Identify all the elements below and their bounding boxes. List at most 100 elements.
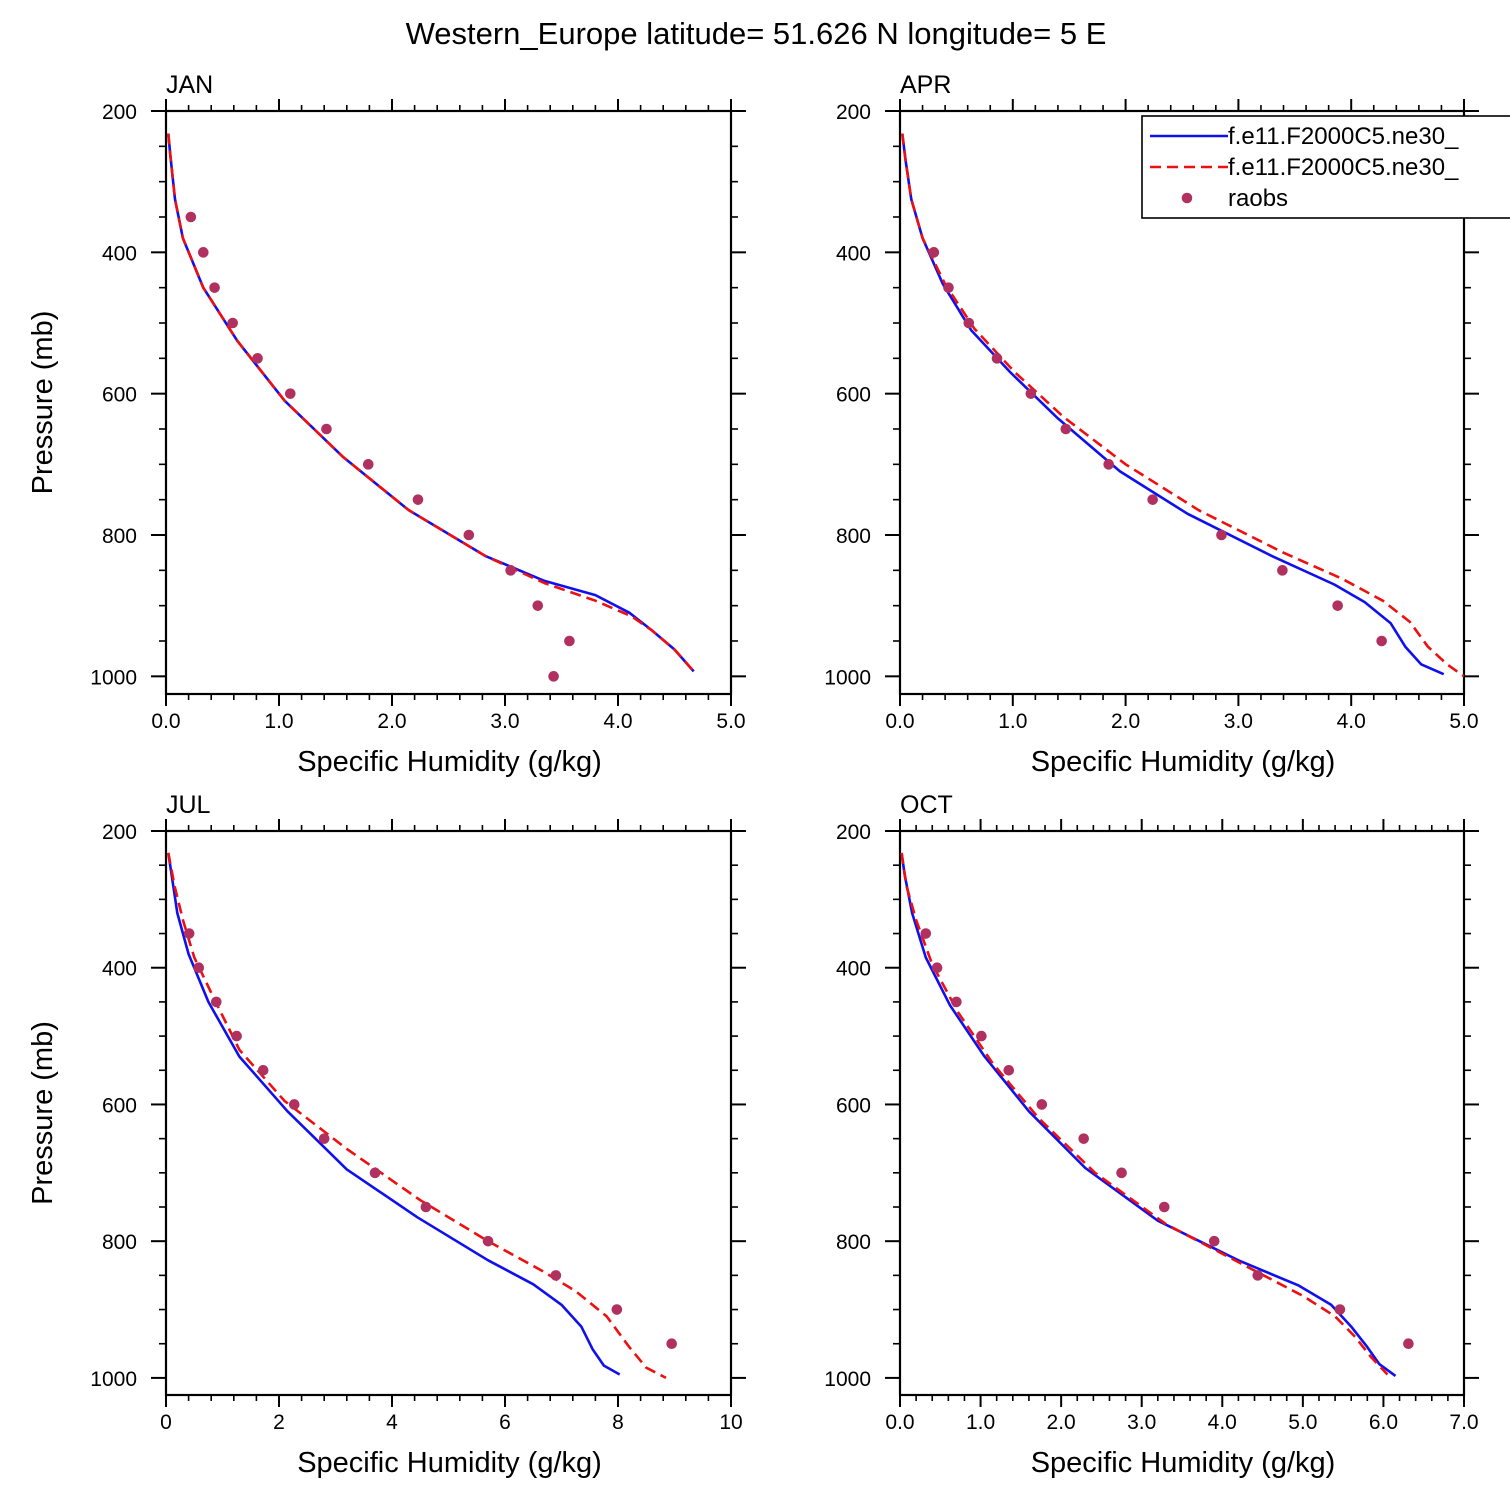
y-tick-label: 800 (102, 525, 137, 548)
obs-point (1025, 388, 1037, 399)
y-tick-label: 400 (102, 242, 137, 265)
obs-point (209, 282, 220, 293)
plot-frame (898, 109, 1466, 696)
obs-point (318, 1133, 330, 1144)
series-line-2 (167, 133, 695, 673)
x-tick-label: 3.0 (1224, 710, 1253, 733)
obs-point (1147, 494, 1158, 505)
obs-point (550, 1270, 562, 1281)
obs-point (991, 353, 1003, 364)
x-tick-label: 0 (160, 1411, 172, 1434)
obs-point (369, 1167, 381, 1179)
plot-data (901, 133, 1464, 678)
obs-point (197, 247, 209, 258)
panel-jul: 0 2 4 6 8 10 200 400 600 800 1000 JUL Specific Humid… (27, 791, 746, 1479)
obs-point (611, 1304, 623, 1315)
y-tick-label: 1000 (824, 666, 871, 689)
plot-data (167, 133, 695, 682)
obs-point (931, 962, 943, 974)
y-tick-label: 600 (102, 384, 137, 407)
y-tick-label: 1000 (90, 666, 137, 689)
x-tick-label: 4.0 (603, 710, 632, 733)
x-tick-label: 5.0 (1449, 710, 1478, 733)
obs-point (1060, 423, 1072, 435)
obs-point (1334, 1304, 1346, 1315)
series-line-2 (901, 133, 1464, 678)
series-line-2 (900, 852, 1389, 1376)
obs-point (420, 1201, 432, 1213)
y-tick-label: 800 (102, 1231, 137, 1254)
plot-data (167, 852, 677, 1380)
obs-point (210, 996, 222, 1008)
y-tick-label: 400 (102, 958, 137, 981)
series-line-2 (167, 852, 667, 1380)
panels: 0.0 1.0 2.0 3.0 4.0 5.0 200 400 600 800 1000 JAN Spe… (27, 71, 1510, 1479)
obs-point (193, 962, 205, 974)
series-line-1 (167, 133, 695, 673)
x-tick-label: 0.0 (151, 710, 180, 733)
x-tick-label: 3.0 (490, 710, 519, 733)
y-axis-label: Pressure (mb) (27, 311, 59, 495)
obs-point (183, 928, 195, 939)
x-tick-label: 2.0 (377, 710, 406, 733)
x-tick-label: 0.0 (885, 710, 914, 733)
obs-point (1403, 1338, 1414, 1350)
y-tick-label: 800 (836, 1231, 871, 1254)
x-tick-label: 4 (386, 1411, 398, 1434)
obs-point (532, 600, 544, 611)
x-tick-label: 2 (273, 1411, 285, 1434)
y-tick-label: 600 (102, 1094, 137, 1117)
panel-title: JAN (166, 71, 213, 99)
obs-point (1116, 1167, 1127, 1179)
obs-point (548, 671, 559, 682)
panel-oct: 0.0 1.0 2.0 3.0 4.0 5.0 6.0 7.0 200 400 600 800 1000… (824, 791, 1479, 1479)
obs-point (1376, 635, 1387, 647)
panel-apr: 0.0 1.0 2.0 3.0 4.0 5.0 200 400 600 800 1000 APR Spe… (824, 71, 1479, 778)
plot-frame (164, 109, 733, 696)
obs-point (231, 1030, 242, 1042)
x-tick-label: 4.0 (1208, 1411, 1237, 1434)
plot-frame (898, 829, 1466, 1397)
obs-point (1158, 1201, 1170, 1213)
panel-jan: 0.0 1.0 2.0 3.0 4.0 5.0 200 400 600 800 1000 JAN Spe… (27, 71, 746, 778)
y-tick-label: 200 (102, 101, 137, 124)
x-tick-label: 6.0 (1369, 1411, 1398, 1434)
obs-point (1208, 1235, 1220, 1247)
x-tick-label: 2.0 (1111, 710, 1140, 733)
x-tick-label: 0.0 (885, 1411, 914, 1434)
plot-frame (164, 829, 733, 1397)
y-axis-label: Pressure (mb) (27, 1021, 59, 1205)
obs-point (963, 317, 975, 329)
obs-point (1103, 459, 1114, 470)
legend-entry-3: raobs (1228, 185, 1288, 212)
x-tick-label: 1.0 (264, 710, 293, 733)
x-axis-label: Specific Humidity (g/kg) (297, 1447, 602, 1479)
x-tick-label: 3.0 (1127, 1411, 1156, 1434)
obs-point (1277, 565, 1288, 576)
obs-point (412, 494, 424, 505)
x-tick-label: 2.0 (1047, 1411, 1076, 1434)
obs-point (564, 635, 575, 647)
y-tick-label: 1000 (90, 1368, 137, 1391)
x-axis-label: Specific Humidity (g/kg) (1031, 746, 1336, 778)
y-tick-label: 400 (836, 958, 871, 981)
x-tick-label: 6 (499, 1411, 511, 1434)
x-tick-label: 4.0 (1337, 710, 1366, 733)
x-tick-label: 7.0 (1449, 1411, 1478, 1434)
series-line-1 (167, 852, 621, 1376)
obs-point (951, 996, 962, 1008)
x-axis-label: Specific Humidity (g/kg) (297, 746, 602, 778)
x-tick-label: 5.0 (716, 710, 745, 733)
obs-point (288, 1099, 300, 1110)
obs-point (1216, 529, 1227, 541)
obs-point (463, 529, 475, 541)
obs-point (976, 1030, 987, 1042)
panel-title: APR (900, 71, 951, 99)
obs-point (666, 1338, 677, 1350)
obs-point (1252, 1270, 1264, 1281)
x-tick-label: 1.0 (998, 710, 1027, 733)
obs-point (482, 1235, 494, 1247)
x-tick-label: 8 (612, 1411, 624, 1434)
obs-point (185, 211, 197, 223)
obs-point (285, 388, 296, 399)
